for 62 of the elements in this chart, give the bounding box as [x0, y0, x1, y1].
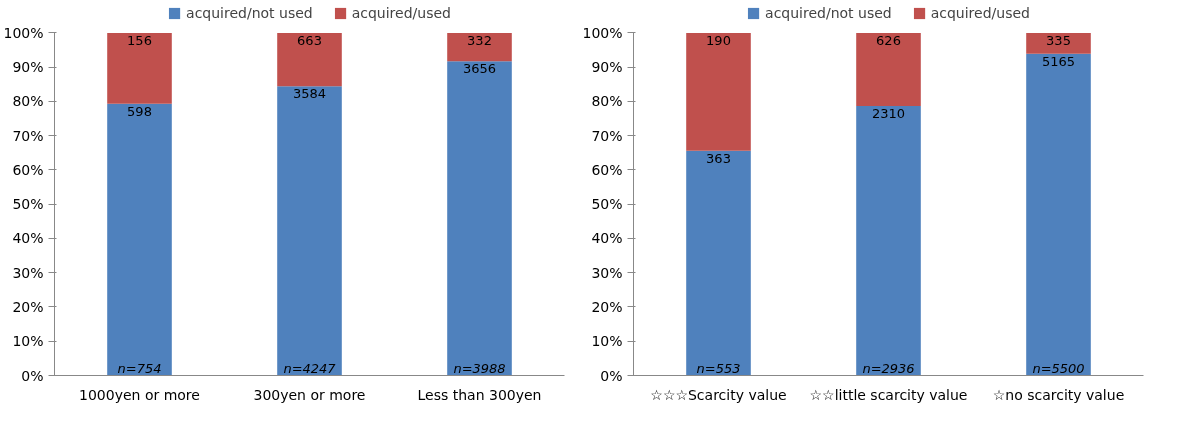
annotation: 3656	[462, 61, 497, 77]
y-tick-label: 20%	[591, 298, 623, 315]
y-tick-label: 0%	[21, 367, 44, 384]
y-tick-label: 40%	[591, 230, 623, 247]
annotation: 626	[876, 32, 901, 48]
y-tick-label: 20%	[12, 298, 44, 315]
y-tick-label: 10%	[591, 333, 623, 350]
bar	[277, 86, 342, 376]
annotation: 335	[1046, 32, 1071, 48]
legend-label: acquired/used	[930, 5, 1030, 21]
y-tick-label: 100%	[582, 24, 623, 41]
bar	[1026, 32, 1091, 54]
y-tick-label: 70%	[12, 127, 44, 144]
annotation: 363	[706, 150, 731, 166]
bar	[1026, 53, 1091, 376]
x-tick-label: Less than 300yen	[417, 386, 542, 403]
annotation: 5165	[1041, 53, 1076, 69]
y-tick-label: 80%	[591, 93, 623, 110]
bar	[277, 32, 342, 87]
annotation: 2310	[871, 105, 906, 121]
annotation: n=5500	[1032, 360, 1085, 376]
annotation: 598	[127, 103, 152, 119]
bar	[686, 150, 751, 376]
annotation: n=553	[696, 360, 741, 376]
y-tick-label: 60%	[591, 161, 623, 178]
annotation: n=4247	[283, 360, 337, 376]
x-tick-label: 300yen or more	[253, 386, 366, 403]
x-tick-label: ☆no scarcity value	[992, 386, 1125, 403]
y-tick-label: 60%	[12, 161, 44, 178]
y-tick-label: 50%	[591, 196, 623, 213]
y-tick-label: 90%	[12, 59, 44, 76]
annotation: 190	[706, 32, 731, 48]
bar	[856, 32, 921, 106]
annotation: 3584	[292, 86, 327, 102]
legend-label: acquired/not used	[186, 5, 313, 21]
annotation: 663	[297, 32, 322, 48]
x-tick-label: 1000yen or more	[79, 386, 200, 403]
legend-label: acquired/used	[351, 5, 451, 21]
x-tick-label: ☆☆☆Scarcity value	[650, 386, 787, 403]
bar	[107, 103, 172, 376]
y-tick-label: 30%	[12, 264, 44, 281]
y-tick-label: 90%	[591, 59, 623, 76]
annotation: n=754	[117, 360, 162, 376]
bar	[856, 105, 921, 376]
annotation: n=3988	[453, 360, 506, 376]
annotation: 332	[467, 32, 492, 48]
bar	[447, 61, 512, 376]
bar	[447, 32, 512, 62]
x-tick-label: ☆☆little scarcity value	[809, 386, 968, 403]
bar	[107, 32, 172, 104]
annotation: n=2936	[862, 360, 915, 376]
y-tick-label: 50%	[12, 196, 44, 213]
bar	[686, 32, 751, 151]
y-tick-label: 10%	[12, 333, 44, 350]
y-tick-label: 40%	[12, 230, 44, 247]
y-tick-label: 70%	[591, 127, 623, 144]
annotation: 156	[127, 32, 152, 48]
y-tick-label: 80%	[12, 93, 44, 110]
y-tick-label: 30%	[591, 264, 623, 281]
legend-label: acquired/not used	[765, 5, 892, 21]
y-tick-label: 100%	[3, 24, 44, 41]
y-tick-label: 0%	[600, 367, 623, 384]
